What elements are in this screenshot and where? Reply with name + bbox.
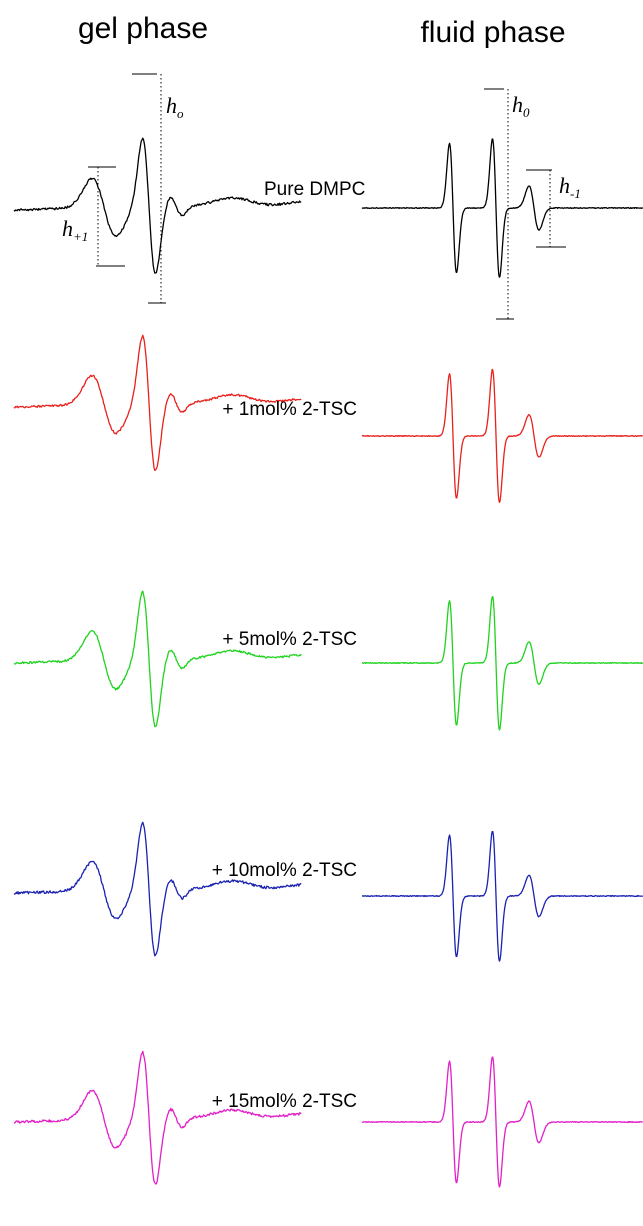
gel-trace-3 [13, 590, 302, 728]
fluid-trace-2 [361, 368, 643, 503]
gel-h-plus1-label: h+1 [62, 216, 88, 244]
fluid-trace-1 [361, 138, 643, 278]
fluid-trace-4 [361, 830, 643, 962]
gel-phase-title: gel phase [78, 12, 208, 45]
series-label-4: + 10mol% 2-TSC [212, 860, 357, 881]
fluid-trace-3 [361, 596, 643, 731]
series-label-1: Pure DMPC [264, 179, 365, 200]
peak-height-annotations: ho h+1 h0 h-1 [62, 73, 581, 320]
gel-trace-5 [13, 1050, 302, 1185]
gel-trace-1 [13, 137, 302, 274]
series-label-2: + 1mol% 2-TSC [222, 399, 357, 420]
fluid-h-minus1-label: h-1 [559, 173, 581, 201]
series-labels: Pure DMPC + 1mol% 2-TSC + 5mol% 2-TSC + 10m… [212, 179, 366, 1112]
series-label-3: + 5mol% 2-TSC [222, 629, 357, 650]
series-label-5: + 15mol% 2-TSC [212, 1091, 357, 1112]
gel-h0-label: ho [166, 93, 184, 121]
gel-trace-2 [13, 334, 302, 471]
fluid-h0-label: h0 [512, 92, 530, 120]
fluid-phase-title: fluid phase [420, 16, 565, 49]
gel-trace-4 [13, 821, 302, 957]
spectra-traces [13, 137, 643, 1188]
fluid-trace-5 [361, 1056, 643, 1188]
